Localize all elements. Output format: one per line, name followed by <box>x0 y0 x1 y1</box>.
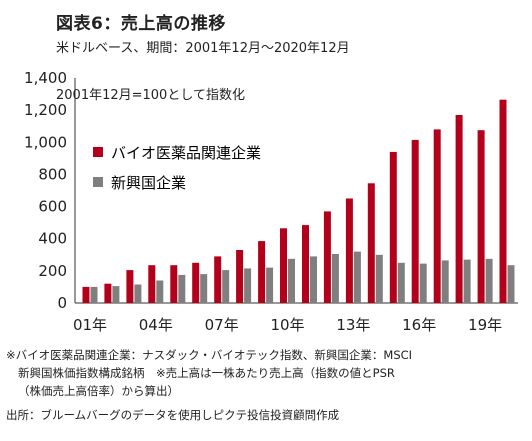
y-tick-label: 600 <box>38 198 67 216</box>
bar-emerging <box>178 274 186 303</box>
bar-emerging <box>244 268 252 303</box>
x-tick-label: 10年 <box>270 316 304 334</box>
footnote-line-1: ※バイオ医薬品関連企業：ナスダック・バイオテック指数、新興国企業：MSCI <box>6 348 413 362</box>
bar-biopharma <box>82 286 90 303</box>
footnote-line-2: 新興国株価指数構成銘柄 ※売上高は一株あたり売上高（指数の値とPSR <box>18 366 395 380</box>
bar-emerging <box>266 267 274 303</box>
x-tick-label: 13年 <box>336 316 370 334</box>
bar-biopharma <box>258 241 266 303</box>
x-tick-labels: 01年 04年 07年 10年 13年 16年 19年 <box>73 316 502 334</box>
bar-emerging <box>419 263 427 303</box>
chart-subtitle: 米ドルベース、期間：2001年12月〜2020年12月 <box>56 41 350 56</box>
x-tick-label: 01年 <box>73 316 107 334</box>
legend-label-biopharma: バイオ医薬品関連企業 <box>111 144 261 162</box>
chart-note: 2001年12月=100として指数化 <box>56 88 245 103</box>
bar-biopharma <box>170 265 178 303</box>
bar-biopharma <box>148 265 156 303</box>
bar-emerging <box>90 286 98 303</box>
bar-emerging <box>288 258 295 303</box>
y-tick-label: 200 <box>38 262 67 280</box>
bar-biopharma <box>126 270 134 303</box>
bar-biopharma <box>345 198 353 303</box>
y-tick-label: 800 <box>38 165 67 183</box>
x-tick-label: 16年 <box>402 316 436 334</box>
bar-biopharma <box>367 183 375 303</box>
bar-biopharma <box>302 225 309 303</box>
bar-emerging <box>310 256 317 303</box>
bar-biopharma <box>499 99 507 303</box>
legend-label-emerging: 新興国企業 <box>111 174 186 192</box>
bar-emerging <box>463 259 471 303</box>
x-tick-label: 04年 <box>139 316 173 334</box>
y-tick-labels: 0 200 400 600 800 1,000 1,200 1,400 <box>24 69 67 312</box>
bar-emerging <box>222 270 230 303</box>
bar-biopharma <box>455 115 463 303</box>
bar-biopharma <box>192 262 200 303</box>
footnote-line-3: （株価売上高倍率）から算出） <box>18 384 179 398</box>
y-tick-label: 0 <box>57 294 67 312</box>
bar-emerging <box>375 254 383 303</box>
bar-chart: 0 200 400 600 800 1,000 1,200 1,400 01年 04年 07年 10… <box>24 69 518 334</box>
y-tick-label: 1,400 <box>24 69 67 87</box>
bar-emerging <box>507 265 515 303</box>
y-axis: 0 200 400 600 800 1,000 1,200 1,400 <box>24 69 76 312</box>
bar-biopharma <box>104 283 112 303</box>
x-tick-label: 19年 <box>468 316 502 334</box>
bar-biopharma <box>323 211 331 303</box>
bar-biopharma <box>236 250 244 303</box>
bar-biopharma <box>214 256 222 303</box>
source-note: 出所：ブルームバーグのデータを使用しピクテ投信投資顧問作成 <box>6 408 340 422</box>
y-tick-label: 400 <box>38 230 67 248</box>
bar-emerging <box>134 284 142 303</box>
bar-biopharma <box>477 130 485 303</box>
bar-emerging <box>485 258 493 303</box>
bar-emerging <box>156 280 164 303</box>
legend: バイオ医薬品関連企業 新興国企業 <box>93 144 261 192</box>
y-tick-label: 1,000 <box>24 133 67 151</box>
bar-emerging <box>200 274 208 303</box>
bar-emerging <box>397 262 405 303</box>
legend-swatch-biopharma <box>93 147 103 157</box>
legend-swatch-emerging <box>93 177 103 187</box>
y-tick-label: 1,200 <box>24 101 67 119</box>
bar-biopharma <box>389 151 397 303</box>
x-tick-label: 07年 <box>205 316 239 334</box>
bar-emerging <box>353 251 361 303</box>
bar-emerging <box>441 260 449 303</box>
bar-emerging <box>112 286 120 303</box>
bars <box>82 99 515 303</box>
chart-title: 図表6：売上高の推移 <box>56 14 226 34</box>
bar-biopharma <box>411 139 419 303</box>
bar-biopharma <box>280 228 287 303</box>
bar-emerging <box>331 254 339 303</box>
bar-biopharma <box>433 129 441 303</box>
